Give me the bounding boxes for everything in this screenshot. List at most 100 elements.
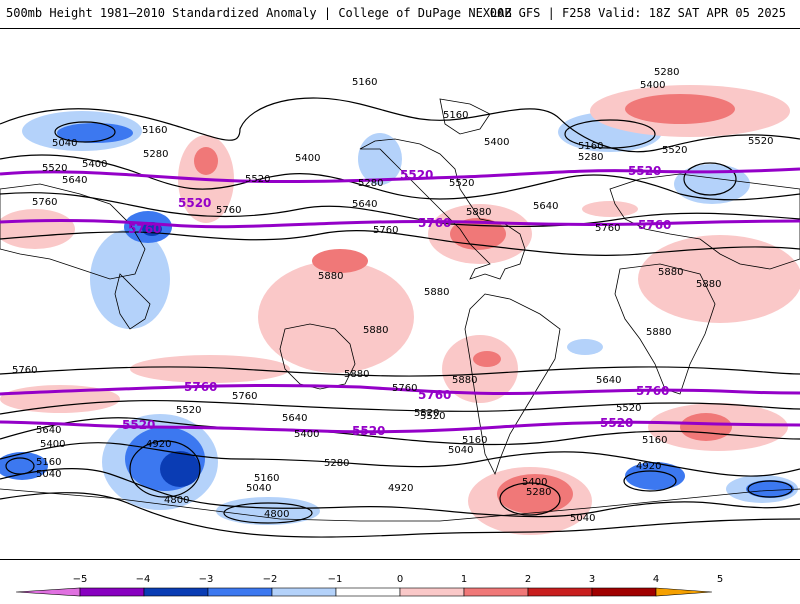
contour-label: 5880	[363, 325, 388, 336]
contour-5760-north	[0, 219, 800, 229]
highlight-label: 5760	[128, 222, 161, 236]
contour-closed	[129, 440, 201, 498]
maritime-continent	[114, 273, 151, 330]
colorbar-tick: −2	[263, 574, 278, 585]
contour-closed	[623, 470, 677, 492]
colorbar-segment	[527, 587, 593, 597]
highlight-label: 5520	[122, 418, 155, 432]
asia	[0, 183, 146, 280]
colorbar: −5 −4 −3 −2 −1 0 1 2 3 4 5	[0, 570, 800, 600]
contour-label: 5760	[216, 205, 241, 216]
contour-labels: 5160 5040 5160 5280 5400 5520 5640 5760 …	[12, 67, 773, 524]
contour-label: 5160	[642, 435, 667, 446]
contour-label: 5280	[654, 67, 679, 78]
contour-label: 5520	[616, 403, 641, 414]
contour-label: 5040	[36, 469, 61, 480]
contour-label: 5760	[32, 197, 57, 208]
colorbar-segment	[271, 587, 337, 597]
north-america	[359, 138, 526, 280]
anomaly-region	[0, 209, 75, 249]
contour-label: 5160	[578, 141, 603, 152]
highlight-label: 5760	[418, 388, 451, 402]
contour-label: 5280	[578, 152, 603, 163]
colorbar-tick: 5	[717, 574, 723, 585]
coastlines	[0, 98, 800, 522]
highlight-label: 5760	[636, 384, 669, 398]
contour-closed	[54, 121, 116, 143]
anomaly-region	[160, 451, 200, 487]
map-title: 500mb Height 1981–2010 Standardized Anom…	[6, 6, 512, 20]
contour-label: 5280	[358, 178, 383, 189]
contour-line	[0, 442, 800, 477]
contour-label: 5520	[449, 178, 474, 189]
colorbar-segments	[15, 587, 713, 597]
contour-5520-north	[0, 167, 800, 184]
anomaly-region	[497, 474, 573, 514]
contour-line	[0, 492, 800, 538]
anomaly-region	[625, 462, 685, 490]
colorbar-segment	[207, 587, 273, 597]
highlight-label: 5520	[600, 416, 633, 430]
contour-label: 5760	[232, 391, 257, 402]
greenland	[439, 98, 491, 135]
anomaly-region	[582, 201, 638, 217]
contour-label: 5640	[62, 175, 87, 186]
anomaly-region	[258, 261, 414, 373]
highlight-label: 5760	[184, 380, 217, 394]
contour-label: 5520	[245, 174, 270, 185]
highlight-label: 5760	[418, 216, 451, 230]
anomaly-region	[674, 164, 750, 204]
anomaly-map: 5160 5040 5160 5280 5400 5520 5640 5760 …	[0, 28, 800, 560]
contour-label: 5520	[748, 136, 773, 147]
contour-line	[0, 192, 800, 228]
colorbar-tick: 3	[589, 574, 595, 585]
contour-label: 5760	[392, 383, 417, 394]
australia	[279, 323, 356, 390]
contour-closed	[683, 162, 737, 196]
contour-5760-south	[0, 384, 800, 396]
contour-label: 5640	[282, 413, 307, 424]
highlight-label: 5520	[400, 168, 433, 182]
contour-label: 5880	[646, 327, 671, 338]
anomaly-region	[680, 413, 732, 441]
contour-label: 5280	[143, 149, 168, 160]
contour-label: 5880	[424, 287, 449, 298]
contour-closed	[747, 480, 793, 498]
contour-label: 5400	[484, 137, 509, 148]
colorbar-tick: −5	[73, 574, 88, 585]
highlight-label: 5520	[628, 164, 661, 178]
colorbar-tick: 4	[653, 574, 659, 585]
contour-label: 5040	[246, 483, 271, 494]
contour-label: 5880	[344, 369, 369, 380]
contour-line	[0, 399, 800, 415]
colorbar-tick: −3	[199, 574, 214, 585]
contour-closed	[499, 482, 561, 516]
contour-closed	[564, 119, 656, 149]
colorbar-segment	[591, 587, 657, 597]
contour-label: 5160	[352, 77, 377, 88]
colorbar-segment	[655, 587, 713, 597]
anomaly-region	[194, 147, 218, 175]
contour-label: 5400	[40, 439, 65, 450]
contour-label: 5760	[373, 225, 398, 236]
antarctica-edge	[0, 488, 800, 522]
colorbar-svg: −5 −4 −3 −2 −1 0 1 2 3 4 5	[15, 574, 723, 597]
highlight-contours	[0, 167, 800, 434]
contour-label: 5400	[640, 80, 665, 91]
contour-label: 5520	[176, 405, 201, 416]
contour-label: 5400	[522, 477, 547, 488]
colorbar-segment	[335, 587, 401, 597]
anomaly-region	[358, 133, 402, 185]
colorbar-segment	[399, 587, 465, 597]
contour-label: 5400	[295, 153, 320, 164]
south-america	[464, 293, 561, 476]
contour-label: 5880	[696, 279, 721, 290]
colorbar-tick: 1	[461, 574, 467, 585]
contour-label: 5760	[12, 365, 37, 376]
anomaly-region	[625, 94, 735, 124]
contour-label: 5040	[52, 138, 77, 149]
highlight-label: 5520	[178, 196, 211, 210]
colorbar-segment	[15, 587, 81, 597]
contour-line	[0, 366, 800, 377]
colorbar-tick: −1	[328, 574, 343, 585]
